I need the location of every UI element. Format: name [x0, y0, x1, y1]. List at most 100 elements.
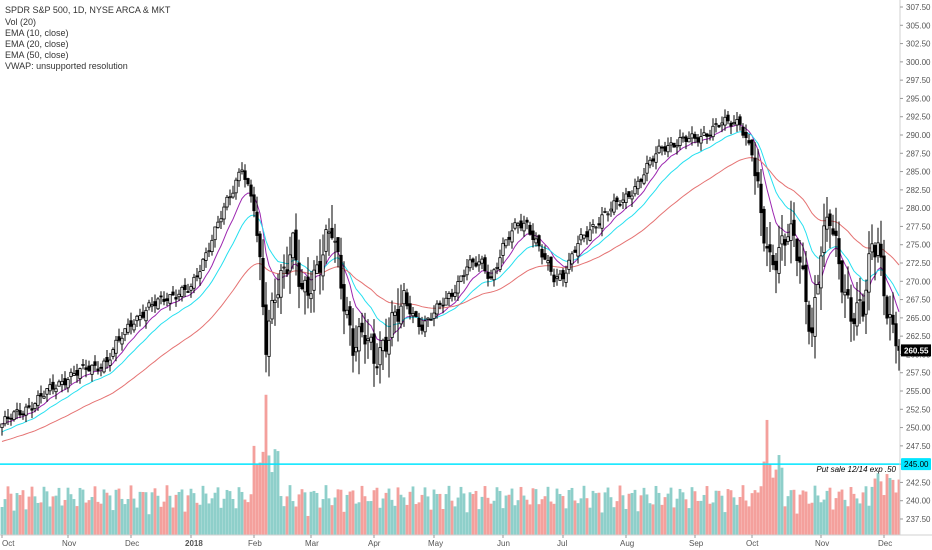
candle	[459, 275, 463, 283]
candle-body-up	[648, 159, 652, 166]
candle-body-down	[765, 246, 769, 249]
volume-bar-down	[684, 499, 688, 535]
candle-body-up	[699, 136, 703, 144]
candle-body-up	[234, 179, 238, 194]
volume-bar-up	[24, 509, 28, 535]
candle-body-up	[876, 242, 880, 256]
candle-body-down	[363, 334, 367, 345]
time-tick-label: Mar	[305, 539, 319, 548]
volume-bar-up	[591, 490, 595, 535]
candle	[42, 390, 46, 399]
candle-body-down	[879, 243, 883, 258]
candle	[813, 275, 817, 359]
candle	[324, 224, 328, 265]
candle	[414, 310, 418, 318]
time-tick-label: Jun	[497, 539, 510, 548]
candle-body-up	[789, 223, 793, 241]
candle	[366, 319, 370, 359]
candle-body-down	[807, 304, 811, 332]
volume-bar-down	[846, 506, 850, 535]
volume-bar-down	[660, 504, 664, 535]
candle	[828, 209, 832, 249]
candle-body-up	[276, 294, 280, 299]
candle	[759, 169, 763, 237]
candle	[666, 137, 670, 158]
volume-bar-down	[738, 496, 742, 535]
volume-bar-down	[51, 496, 55, 535]
candle-body-down	[552, 274, 556, 283]
candle-body-down	[684, 136, 688, 142]
candle	[186, 283, 190, 293]
candle-body-up	[606, 213, 610, 216]
volume-bar-up	[144, 492, 148, 535]
candle-body-down	[696, 137, 700, 143]
candle-body-up	[465, 266, 469, 276]
candle	[582, 234, 586, 243]
volume-bar-down	[195, 502, 199, 535]
volume-bar-down	[627, 493, 631, 535]
candle-body-down	[489, 276, 493, 279]
volume-bar-up	[687, 508, 691, 535]
volume-bar-up	[564, 508, 568, 535]
candle-body-down	[414, 311, 418, 317]
candle-body-up	[630, 195, 634, 200]
candle-body-up	[786, 236, 790, 242]
candle-body-up	[303, 279, 307, 293]
price-tick-label: 242.50	[906, 478, 931, 487]
candle-body-up	[723, 116, 727, 126]
candle	[327, 218, 331, 256]
volume-bar-up	[690, 487, 694, 535]
volume-bar-down	[99, 503, 103, 535]
candle-body-up	[825, 216, 829, 230]
candle	[654, 146, 658, 170]
time-axis[interactable]: Oct Nov Dec 2018 Feb Mar Apr May Jun Jul Aug Sep Oct…	[0, 534, 932, 548]
volume-bar-up	[864, 486, 868, 535]
price-axis[interactable]: 307.50 305.00 302.50 300.00 297.50 295.00 292.…	[899, 0, 931, 535]
candle	[255, 196, 259, 243]
candle	[165, 292, 169, 307]
candle-body-up	[780, 235, 784, 245]
volume-bar-up	[45, 491, 49, 535]
candle-body-down	[294, 229, 298, 261]
volume-bar-up	[273, 449, 277, 535]
volume-bar-up	[270, 472, 274, 535]
candle	[207, 242, 211, 258]
candle-body-down	[834, 230, 838, 236]
candle-body-up	[273, 299, 277, 304]
candle-body-down	[300, 282, 304, 290]
candle-body-down	[741, 126, 745, 136]
candle-body-down	[255, 211, 259, 236]
candle-body-up	[645, 162, 649, 174]
candle	[441, 297, 445, 314]
volume-bar-down	[351, 490, 355, 535]
volume-bar-up	[723, 512, 727, 535]
volume-bar-down	[285, 496, 289, 535]
candle	[234, 177, 238, 200]
candle	[246, 177, 250, 187]
volume-bar-up	[516, 500, 520, 535]
candle	[675, 139, 679, 155]
volume-bar-down	[159, 506, 163, 535]
candle-body-up	[498, 257, 502, 270]
candle-body-up	[222, 206, 226, 220]
candle-body-down	[873, 245, 877, 258]
candle	[387, 317, 391, 378]
candle	[192, 273, 196, 294]
candle	[846, 266, 850, 299]
candle-body-up	[426, 317, 430, 320]
candle-body-up	[345, 309, 349, 316]
candle	[159, 291, 163, 305]
volume-bar-down	[474, 490, 478, 535]
candle	[477, 254, 481, 272]
candle	[147, 299, 151, 311]
volume-bar-up	[567, 490, 571, 535]
volume-bar-up	[501, 508, 505, 535]
candles	[0, 109, 901, 436]
candle	[729, 120, 733, 135]
volume-bar-up	[606, 487, 610, 535]
candle	[825, 196, 829, 242]
candle-body-down	[651, 158, 655, 162]
volume-bar-down	[39, 502, 43, 535]
